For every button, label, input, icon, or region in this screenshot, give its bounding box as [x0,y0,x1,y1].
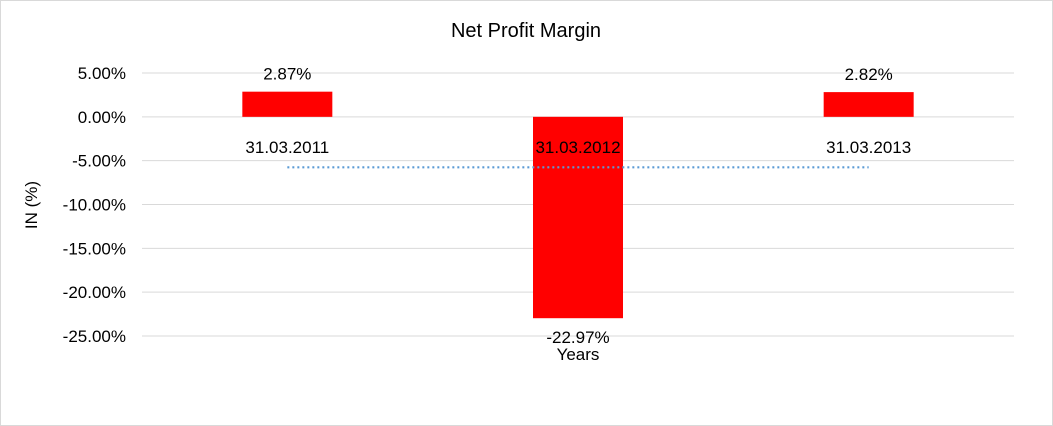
bar [533,116,623,319]
bar [242,91,333,117]
chart-title: Net Profit Margin [451,20,601,42]
y-axis-ticks: 5.00% 0.00% -5.00% -10.00% -15.00% -20.00% -25… [63,64,126,346]
data-label: 2.87% [263,65,311,84]
y-tick-label: -20.00% [63,283,126,302]
y-axis-title: IN (%) [22,181,41,229]
y-tick-label: -10.00% [63,196,126,215]
category-label: 31.03.2013 [826,138,911,157]
y-tick-label: -15.00% [63,239,126,258]
y-tick-label: -5.00% [72,152,126,171]
bars [242,91,914,319]
y-tick-label: 5.00% [78,64,126,83]
x-axis-title: Years [557,345,600,364]
category-label: 31.03.2011 [245,138,329,157]
data-labels: 2.87% -22.97% 2.82% [263,65,893,348]
y-tick-label: 0.00% [78,108,126,127]
data-label: -22.97% [546,328,609,347]
category-label: 31.03.2012 [535,138,620,157]
y-tick-label: -25.00% [63,327,126,346]
bar [823,92,914,117]
category-labels: 31.03.2011 31.03.2012 31.03.2013 [245,138,911,157]
data-label: 2.82% [845,65,893,84]
